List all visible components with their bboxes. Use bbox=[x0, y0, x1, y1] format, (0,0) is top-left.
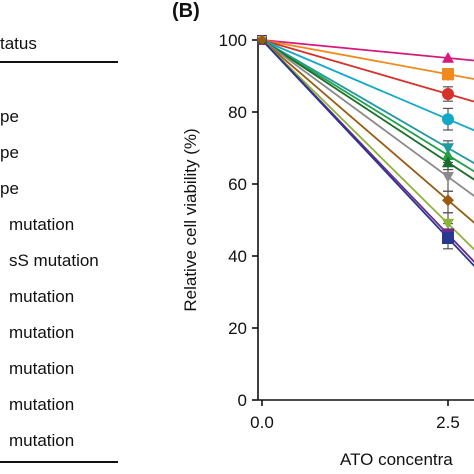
x-tick-label: 2.5 bbox=[436, 413, 460, 432]
data-point bbox=[442, 113, 454, 126]
table-row: mutation bbox=[9, 215, 75, 234]
x-tick-label: 0.0 bbox=[250, 413, 274, 432]
legend-table: tatus pe pe pe mutation sS mutation muta… bbox=[0, 0, 130, 474]
table-row: mutation bbox=[9, 287, 75, 306]
table-row: mutation bbox=[9, 323, 75, 342]
data-point bbox=[442, 68, 454, 81]
y-tick-label: 100 bbox=[219, 31, 247, 50]
data-point bbox=[442, 156, 454, 168]
table-top-rule bbox=[0, 61, 118, 63]
data-point bbox=[442, 232, 454, 244]
y-axis-label: Relative cell viability (%) bbox=[181, 128, 200, 311]
y-tick-label: 0 bbox=[238, 391, 247, 410]
data-point bbox=[442, 218, 454, 230]
table-header: tatus bbox=[0, 34, 37, 53]
data-point bbox=[442, 149, 454, 160]
panel-label: (B) bbox=[172, 0, 200, 22]
table-row: mutation bbox=[9, 395, 75, 414]
x-axis-label: ATO concentra bbox=[340, 450, 453, 469]
data-point bbox=[442, 52, 454, 63]
table-row: pe bbox=[0, 179, 19, 198]
table-row: mutation bbox=[9, 431, 75, 450]
y-tick-label: 40 bbox=[228, 247, 247, 266]
data-point bbox=[442, 143, 454, 154]
y-tick-label: 80 bbox=[228, 103, 247, 122]
data-point bbox=[442, 194, 454, 207]
table-bottom-rule bbox=[0, 461, 118, 463]
y-tick-label: 20 bbox=[228, 319, 247, 338]
data-point bbox=[442, 88, 454, 100]
table-row: sS mutation bbox=[9, 251, 99, 270]
y-tick-label: 60 bbox=[228, 175, 247, 194]
data-point bbox=[442, 172, 454, 183]
table-row: pe bbox=[0, 143, 19, 162]
data-point bbox=[257, 35, 267, 45]
table-row: mutation bbox=[9, 359, 75, 378]
table-row: pe bbox=[0, 107, 19, 126]
